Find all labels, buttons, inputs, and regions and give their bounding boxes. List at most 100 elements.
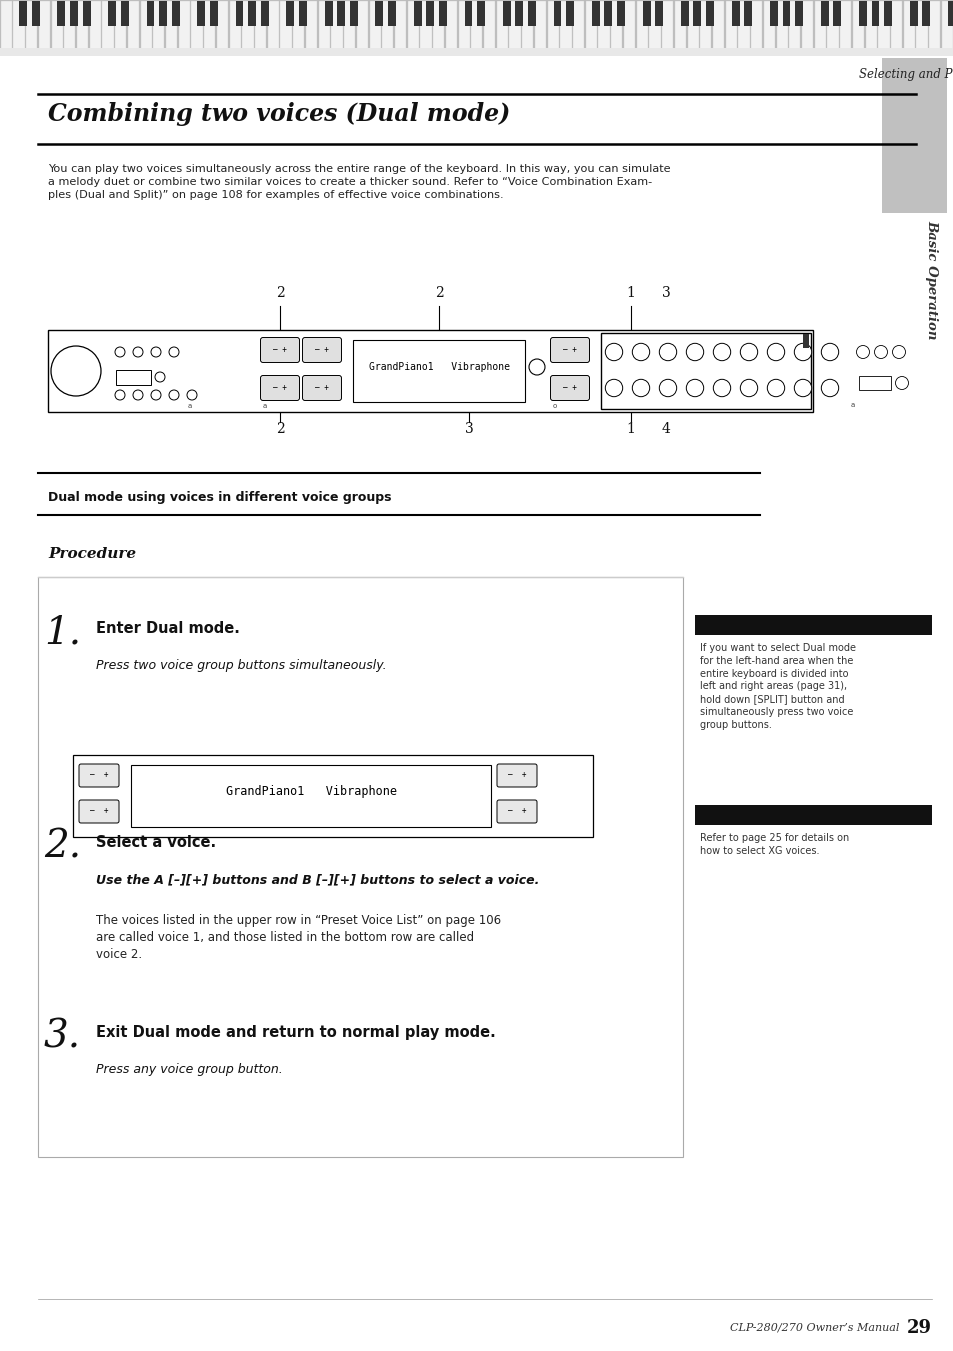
Circle shape: [169, 390, 179, 400]
Bar: [515, 1, 523, 26]
Bar: [331, 1, 342, 51]
Circle shape: [132, 347, 143, 357]
Bar: [166, 1, 177, 51]
Bar: [356, 1, 368, 51]
Bar: [521, 1, 533, 51]
Bar: [693, 1, 700, 26]
Text: GrandPiano1   Vibraphone: GrandPiano1 Vibraphone: [225, 785, 396, 798]
FancyBboxPatch shape: [550, 338, 589, 362]
Bar: [814, 1, 825, 51]
Circle shape: [187, 390, 196, 400]
Text: Press two voice group buttons simultaneously.: Press two voice group buttons simultaneo…: [96, 659, 386, 671]
Bar: [57, 1, 66, 26]
Bar: [788, 1, 800, 51]
Bar: [147, 1, 154, 26]
Circle shape: [740, 343, 757, 361]
Bar: [254, 1, 266, 51]
FancyBboxPatch shape: [302, 376, 341, 400]
Bar: [128, 1, 139, 51]
Bar: [242, 1, 253, 51]
Bar: [172, 1, 180, 26]
Bar: [738, 1, 749, 51]
FancyBboxPatch shape: [260, 376, 299, 400]
Bar: [801, 1, 812, 51]
Text: 3: 3: [464, 422, 473, 436]
Bar: [268, 1, 278, 51]
Bar: [90, 1, 101, 51]
Circle shape: [51, 346, 101, 396]
Bar: [471, 1, 482, 51]
FancyBboxPatch shape: [497, 800, 537, 823]
Text: – +: – +: [562, 382, 577, 392]
Text: –  +: – +: [90, 807, 108, 815]
Bar: [71, 1, 78, 26]
Bar: [26, 1, 37, 51]
FancyBboxPatch shape: [302, 338, 341, 362]
Bar: [337, 1, 345, 26]
Bar: [695, 805, 931, 825]
Circle shape: [154, 372, 165, 382]
Circle shape: [821, 343, 838, 361]
Bar: [902, 1, 914, 51]
Bar: [642, 1, 650, 26]
Text: You can play two voices simultaneously across the entire range of the keyboard. : You can play two voices simultaneously a…: [48, 163, 670, 200]
Bar: [0, 49, 953, 55]
Text: – +: – +: [562, 345, 577, 354]
FancyBboxPatch shape: [79, 800, 119, 823]
Bar: [350, 1, 357, 26]
Bar: [1, 1, 11, 51]
Circle shape: [821, 380, 838, 397]
Bar: [458, 1, 469, 51]
Bar: [840, 1, 850, 51]
FancyBboxPatch shape: [550, 376, 589, 400]
Circle shape: [632, 380, 649, 397]
Bar: [426, 1, 434, 26]
Bar: [197, 1, 205, 26]
Text: 2: 2: [275, 422, 284, 436]
Bar: [623, 1, 635, 51]
Bar: [497, 1, 507, 51]
Text: 1: 1: [626, 286, 635, 300]
Bar: [909, 1, 917, 26]
Text: – +: – +: [273, 382, 287, 392]
Text: –  +: – +: [507, 770, 526, 780]
Bar: [48, 330, 812, 412]
Bar: [655, 1, 662, 26]
Bar: [763, 1, 774, 51]
Bar: [687, 1, 698, 51]
Bar: [883, 1, 891, 26]
Bar: [159, 1, 167, 26]
Bar: [820, 1, 828, 26]
Bar: [611, 1, 621, 51]
Text: 1.: 1.: [44, 615, 81, 653]
Text: GrandPiano1   Vibraphone: GrandPiano1 Vibraphone: [368, 362, 509, 372]
Bar: [700, 1, 711, 51]
Bar: [407, 1, 418, 51]
Bar: [102, 1, 113, 51]
Bar: [204, 1, 215, 51]
Text: 3: 3: [661, 286, 670, 300]
Bar: [216, 1, 228, 51]
FancyBboxPatch shape: [79, 765, 119, 788]
Bar: [299, 1, 307, 26]
Circle shape: [659, 343, 676, 361]
Bar: [248, 1, 256, 26]
Circle shape: [151, 347, 161, 357]
Text: 2: 2: [275, 286, 284, 300]
Text: a: a: [188, 403, 193, 409]
Bar: [38, 577, 682, 1156]
FancyBboxPatch shape: [260, 338, 299, 362]
Bar: [293, 1, 304, 51]
Bar: [73, 755, 593, 838]
Bar: [420, 1, 431, 51]
Text: Combining two voices (Dual mode): Combining two voices (Dual mode): [48, 101, 510, 126]
Bar: [192, 1, 202, 51]
Bar: [388, 1, 395, 26]
Bar: [395, 1, 406, 51]
Bar: [649, 1, 659, 51]
Bar: [864, 1, 876, 51]
Circle shape: [132, 390, 143, 400]
Circle shape: [632, 343, 649, 361]
Text: 2: 2: [435, 286, 443, 300]
Bar: [858, 1, 866, 26]
